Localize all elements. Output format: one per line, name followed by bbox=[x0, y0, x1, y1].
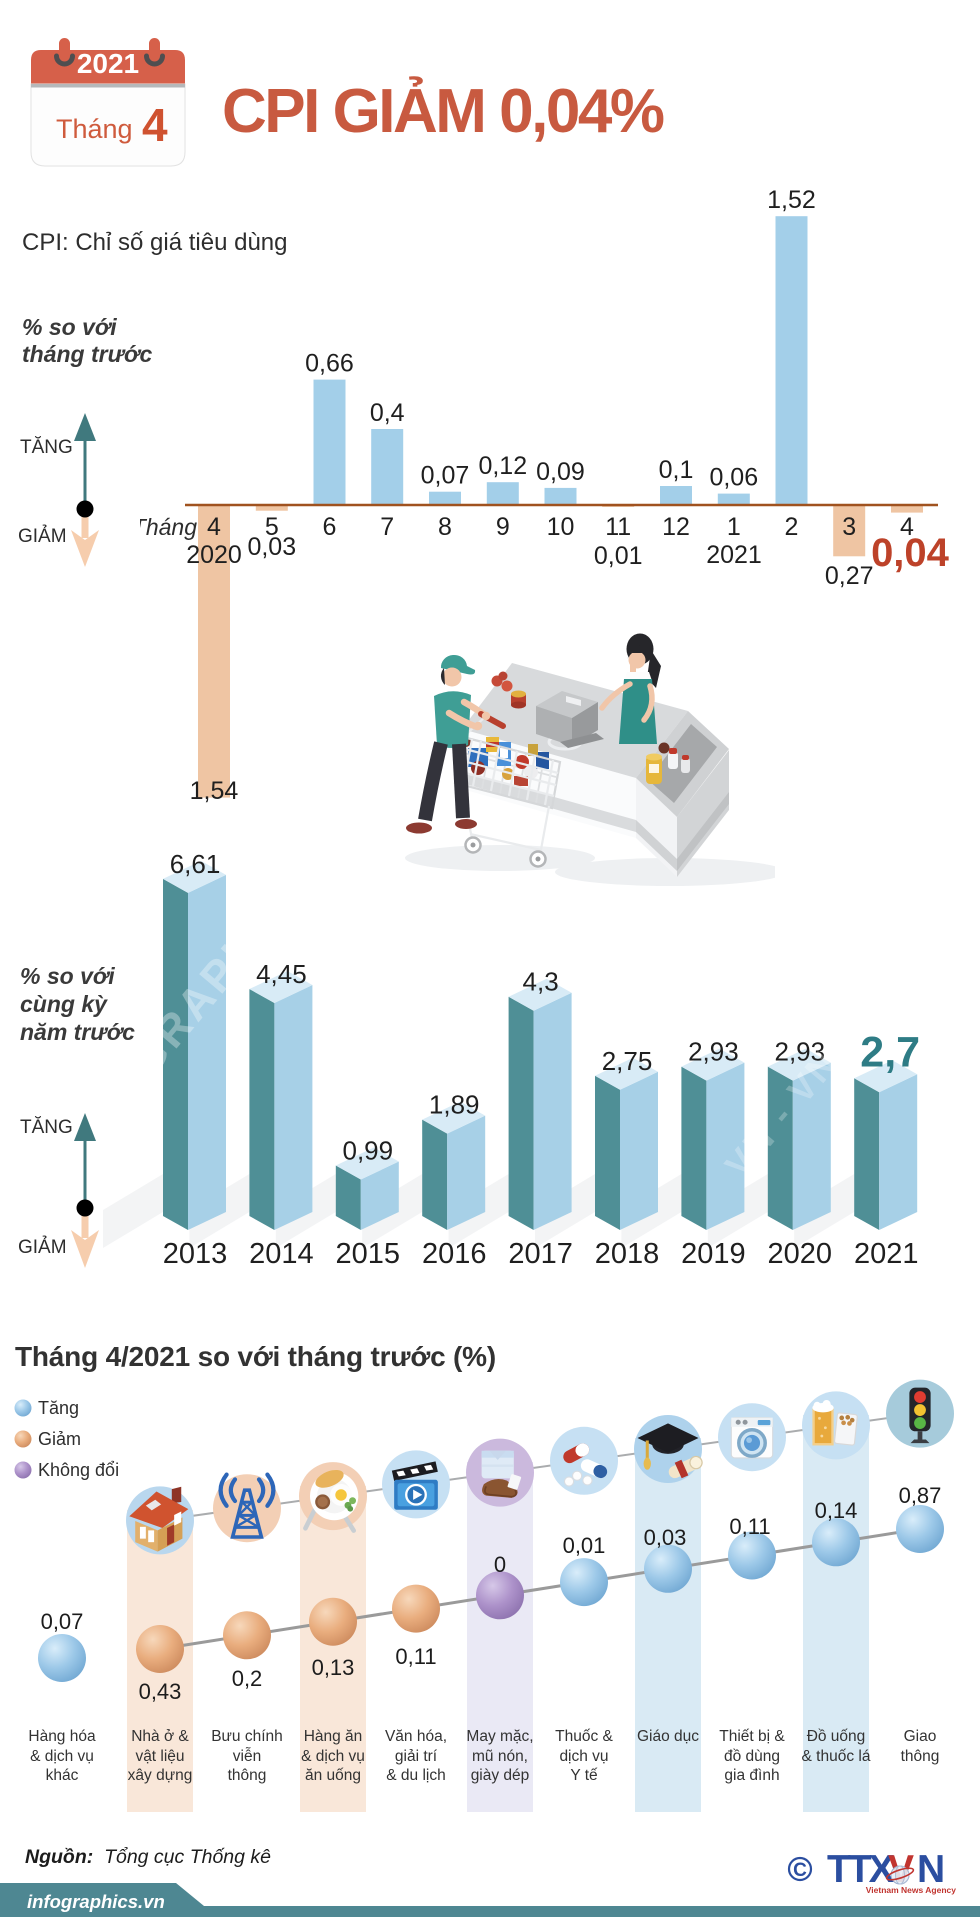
svg-text:Không đổi: Không đổi bbox=[38, 1460, 119, 1480]
svg-text:3: 3 bbox=[842, 513, 856, 541]
svg-text:0,2: 0,2 bbox=[232, 1666, 263, 1691]
svg-text:0,07: 0,07 bbox=[41, 1609, 84, 1634]
svg-text:0,07: 0,07 bbox=[421, 462, 470, 490]
svg-text:0,04: 0,04 bbox=[871, 531, 950, 575]
svg-text:N: N bbox=[917, 1848, 945, 1891]
svg-text:2020: 2020 bbox=[768, 1238, 833, 1270]
svg-text:0,87: 0,87 bbox=[899, 1483, 942, 1508]
svg-text:0,09: 0,09 bbox=[536, 458, 585, 486]
svg-text:0: 0 bbox=[494, 1552, 506, 1577]
svg-text:Tháng: Tháng bbox=[56, 114, 133, 144]
svg-text:1: 1 bbox=[727, 513, 741, 541]
svg-text:8: 8 bbox=[438, 513, 452, 541]
svg-text:0,14: 0,14 bbox=[815, 1498, 858, 1523]
svg-text:2,7: 2,7 bbox=[860, 1028, 920, 1076]
svg-text:0,99: 0,99 bbox=[342, 1136, 393, 1166]
svg-text:2018: 2018 bbox=[595, 1238, 660, 1270]
svg-text:TTX: TTX bbox=[827, 1848, 895, 1891]
svg-text:0,01: 0,01 bbox=[563, 1533, 606, 1558]
svg-text:2021: 2021 bbox=[77, 48, 139, 79]
svg-text:4: 4 bbox=[207, 513, 221, 541]
svg-text:Giảm: Giảm bbox=[38, 1429, 81, 1449]
svg-text:0,06: 0,06 bbox=[709, 464, 758, 492]
svg-text:9: 9 bbox=[496, 513, 510, 541]
svg-text:Tăng: Tăng bbox=[38, 1398, 79, 1418]
svg-text:2,75: 2,75 bbox=[602, 1046, 653, 1076]
svg-text:2015: 2015 bbox=[336, 1238, 401, 1270]
svg-text:0,66: 0,66 bbox=[305, 350, 354, 378]
svg-text:0,03: 0,03 bbox=[644, 1525, 687, 1550]
svg-text:2013: 2013 bbox=[163, 1238, 228, 1270]
svg-text:12: 12 bbox=[662, 513, 690, 541]
svg-text:5: 5 bbox=[265, 513, 279, 541]
svg-text:0,1: 0,1 bbox=[659, 456, 694, 484]
svg-text:2021: 2021 bbox=[706, 541, 762, 569]
svg-text:10: 10 bbox=[547, 513, 575, 541]
svg-text:2020: 2020 bbox=[186, 541, 242, 569]
svg-text:0,4: 0,4 bbox=[370, 399, 405, 427]
svg-text:0,03: 0,03 bbox=[247, 533, 296, 561]
svg-text:infographics.vn: infographics.vn bbox=[27, 1891, 165, 1912]
svg-text:0,43: 0,43 bbox=[139, 1679, 182, 1704]
svg-text:2021: 2021 bbox=[854, 1238, 919, 1270]
svg-text:1,89: 1,89 bbox=[429, 1090, 480, 1120]
svg-text:4: 4 bbox=[900, 513, 914, 541]
svg-text:0,11: 0,11 bbox=[395, 1644, 436, 1669]
svg-text:6,61: 6,61 bbox=[170, 849, 221, 879]
svg-text:C: C bbox=[793, 1860, 807, 1881]
svg-text:2016: 2016 bbox=[422, 1238, 487, 1270]
svg-text:4,3: 4,3 bbox=[523, 967, 559, 997]
svg-text:1,52: 1,52 bbox=[767, 186, 816, 214]
svg-text:1,54: 1,54 bbox=[190, 777, 239, 805]
svg-text:2017: 2017 bbox=[508, 1238, 573, 1270]
svg-text:0,27: 0,27 bbox=[825, 562, 874, 590]
svg-text:4: 4 bbox=[142, 99, 168, 151]
svg-text:2,93: 2,93 bbox=[774, 1037, 825, 1067]
svg-text:2014: 2014 bbox=[249, 1238, 314, 1270]
svg-text:Vietnam News Agency: Vietnam News Agency bbox=[866, 1885, 957, 1895]
svg-text:11: 11 bbox=[605, 513, 631, 541]
svg-text:0,12: 0,12 bbox=[478, 452, 527, 480]
svg-text:2,93: 2,93 bbox=[688, 1037, 739, 1067]
svg-text:2: 2 bbox=[785, 513, 799, 541]
svg-text:6: 6 bbox=[323, 513, 337, 541]
svg-text:0,13: 0,13 bbox=[312, 1655, 355, 1680]
svg-text:7: 7 bbox=[380, 513, 394, 541]
svg-text:0,01: 0,01 bbox=[594, 542, 643, 570]
svg-text:Tháng: Tháng bbox=[140, 514, 197, 540]
svg-text:4,45: 4,45 bbox=[256, 959, 307, 989]
svg-text:0,11: 0,11 bbox=[729, 1514, 770, 1539]
svg-text:2019: 2019 bbox=[681, 1238, 746, 1270]
